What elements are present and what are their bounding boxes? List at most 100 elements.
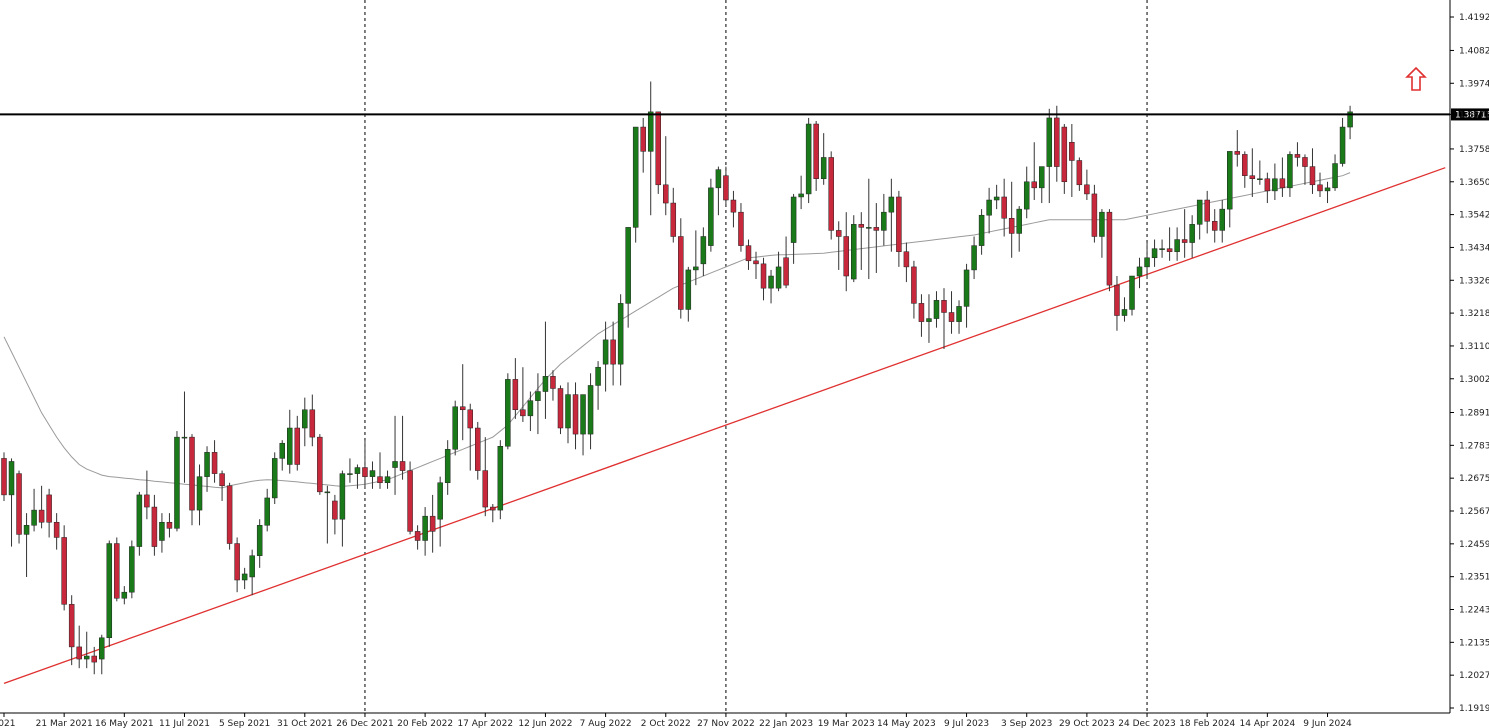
- candle-body: [595, 366, 601, 386]
- candle: [234, 537, 240, 593]
- resistance-line[interactable]: 1.38715: [0, 108, 1489, 121]
- candle-body: [835, 230, 842, 237]
- candle-body: [399, 461, 406, 471]
- candle: [189, 434, 195, 526]
- y-tick: 1.27830: [1450, 441, 1489, 451]
- candle-body: [1129, 275, 1135, 310]
- candle-body: [136, 494, 143, 547]
- candle-body: [723, 175, 729, 201]
- candle: [685, 266, 692, 322]
- y-tick-label: 1.22430: [1459, 606, 1489, 616]
- y-tick: 1.33260: [1450, 276, 1489, 286]
- candle-body: [1272, 178, 1278, 192]
- candle-body: [655, 111, 661, 186]
- candle-body: [828, 157, 834, 231]
- candle-body: [1211, 221, 1218, 231]
- x-tick-label: 2 Oct 2022: [641, 719, 691, 728]
- x-tick-label: 26 Dec 2021: [336, 719, 394, 728]
- y-tick: 1.31100: [1450, 342, 1489, 352]
- candle-body: [993, 196, 1000, 201]
- candle: [1196, 199, 1203, 240]
- candle-body: [768, 275, 774, 289]
- candle-body: [309, 409, 316, 438]
- candle-body: [392, 461, 398, 468]
- x-tick: 24 Dec 2023: [1118, 713, 1176, 728]
- candle-body: [189, 436, 195, 511]
- y-tick-label: 1.28910: [1459, 409, 1489, 419]
- candle-body: [226, 485, 233, 544]
- candle: [986, 187, 992, 234]
- candle-body: [459, 406, 466, 411]
- candle-body: [760, 263, 767, 289]
- candle: [896, 190, 902, 267]
- candle: [820, 133, 827, 185]
- candle-body: [61, 537, 67, 605]
- candle-body: [68, 604, 75, 648]
- candle: [903, 242, 910, 283]
- candle: [805, 117, 812, 204]
- candle: [129, 540, 135, 599]
- candle: [204, 446, 210, 492]
- y-tick-label: 1.35420: [1459, 211, 1489, 221]
- candle: [256, 519, 263, 568]
- candle: [369, 461, 376, 489]
- candle-body: [249, 555, 255, 578]
- candle-body: [1249, 175, 1256, 179]
- y-tick-label: 1.25670: [1459, 507, 1489, 517]
- candle-body: [1046, 117, 1053, 167]
- up-arrow-icon: [1405, 66, 1427, 91]
- candle: [768, 269, 774, 304]
- candle: [1136, 257, 1143, 289]
- y-tick-label: 1.34340: [1459, 243, 1489, 253]
- current-price-label: 1.38715: [1455, 110, 1489, 120]
- y-tick-label: 1.30020: [1459, 375, 1489, 385]
- candle-body: [1099, 211, 1105, 237]
- candle: [38, 485, 45, 529]
- candle-body: [745, 245, 752, 262]
- candle: [647, 81, 654, 216]
- candle-body: [1227, 151, 1233, 210]
- candle: [550, 370, 556, 401]
- candle: [1039, 166, 1045, 204]
- candle-body: [685, 269, 692, 310]
- y-tick: 1.30020: [1450, 375, 1489, 385]
- candle: [324, 485, 331, 544]
- candle: [1339, 117, 1346, 167]
- candle-body: [46, 494, 52, 523]
- candle: [926, 294, 932, 343]
- candle: [1151, 239, 1158, 267]
- candle: [993, 184, 1000, 210]
- trendline-path[interactable]: [3, 167, 1446, 684]
- candle: [933, 291, 940, 328]
- candle-body: [407, 470, 413, 532]
- candle: [512, 358, 519, 419]
- candle-body: [362, 467, 368, 477]
- candle: [602, 321, 609, 392]
- candle-body: [1196, 199, 1203, 225]
- candle: [587, 373, 594, 450]
- candle: [941, 288, 947, 349]
- candle-body: [512, 379, 519, 411]
- candle: [174, 431, 180, 532]
- candle-body: [1317, 184, 1323, 192]
- x-tick-label: 16 May 2021: [95, 719, 154, 728]
- candle-body: [151, 506, 158, 547]
- candle: [866, 178, 872, 280]
- candle: [948, 291, 955, 334]
- x-tick-label: 27 Nov 2022: [697, 719, 755, 728]
- x-tick-label: 19 Mar 2023: [818, 719, 875, 728]
- candle: [114, 537, 120, 602]
- y-tick: 1.21350: [1450, 638, 1489, 648]
- y-tick: 1.25670: [1450, 507, 1489, 517]
- candle-body: [241, 573, 248, 581]
- candle: [1302, 154, 1308, 185]
- trendline[interactable]: [3, 167, 1446, 684]
- y-tick-label: 1.26750: [1459, 474, 1489, 484]
- candle: [1121, 297, 1128, 322]
- candle: [106, 540, 113, 647]
- candle-body: [234, 543, 240, 581]
- x-tick: 18 Feb 2024: [1179, 713, 1235, 728]
- x-tick-label: 22 Jan 2023: [759, 719, 813, 728]
